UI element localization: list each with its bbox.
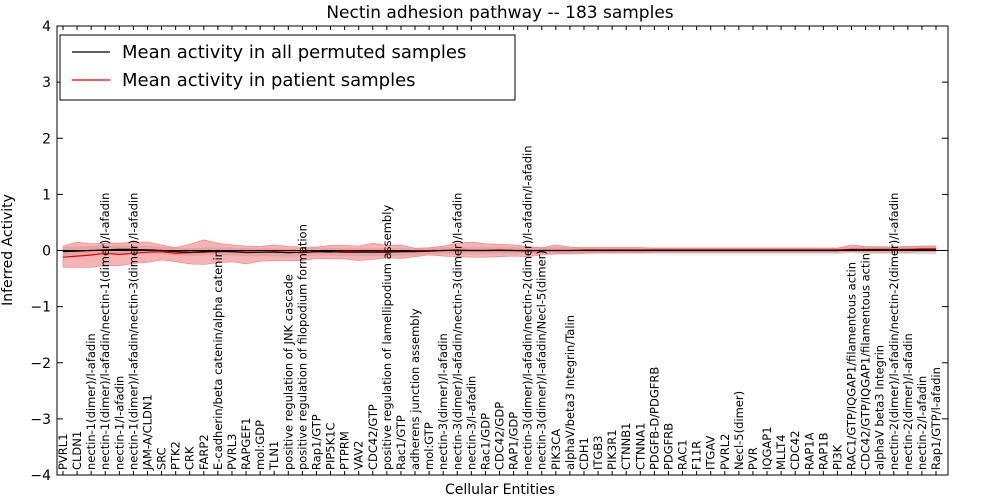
x-tick-label: Rac1/GTP xyxy=(394,415,408,470)
x-tick-label: PIK3CA xyxy=(549,429,563,470)
series-lines xyxy=(57,248,948,258)
x-tick-label: Rac1/GDP xyxy=(478,413,492,470)
x-tick-label: FARP2 xyxy=(197,434,211,470)
x-tick-label: Necl-5(dimer) xyxy=(732,391,746,470)
x-tick-label: RAP1A xyxy=(802,432,816,470)
legend-label-permuted: Mean activity in all permuted samples xyxy=(122,42,466,63)
legend-label-patient: Mean activity in patient samples xyxy=(122,70,416,91)
y-tick-label: −4 xyxy=(30,468,51,484)
y-tick-label: 0 xyxy=(42,244,51,260)
x-tick-label: nectin-3(dimer)/l-afadin/nectin-2(dimer)… xyxy=(521,145,535,470)
x-tick-label: E-cadherin/beta catenin/alpha catenin xyxy=(211,250,225,470)
x-tick-label: nectin-3(dimer)/l-afadin/Necl-5(dimer) xyxy=(535,250,549,470)
x-tick-label: JAM-A/CLDN1 xyxy=(141,394,155,471)
y-axis-label: Inferred Activity xyxy=(0,194,16,306)
x-tick-label: nectin-2/l-afadin xyxy=(915,376,929,470)
x-tick-label: PIK3R1 xyxy=(605,429,619,470)
x-tick-label: TLN1 xyxy=(267,441,281,471)
x-tick-label: PVRL3 xyxy=(225,434,239,471)
x-tick-label: nectin-3/l-afadin xyxy=(464,376,478,470)
x-tick-label: mol:GTP xyxy=(422,422,436,470)
x-tick-label: alphaV/beta3 Integrin/Talin xyxy=(563,315,577,470)
x-tick-label: CDC42/GTP/IQGAP1/filamentous actin xyxy=(859,253,873,470)
x-axis-ticks xyxy=(62,26,937,475)
x-tick-label: CTNNA1 xyxy=(633,423,647,470)
x-tick-label: nectin-3(dimer)/l-afadin/nectin-3(dimer)… xyxy=(450,193,464,470)
x-tick-label: CRK xyxy=(183,446,197,470)
x-tick-label: nectin-1(dimer)/l-afadin/nectin-1(dimer)… xyxy=(98,193,112,470)
x-tick-label: PDGFB-D/PDGFRB xyxy=(647,367,661,470)
x-tick-label: nectin-1(dimer)/l-afadin/nectin-3(dimer)… xyxy=(126,193,140,470)
x-axis-tick-labels: PVRL1 CLDN1 nectin-1(dimer)/l-afadin nectin… xyxy=(56,145,943,471)
x-tick-label: Rap1/GTP/l-afadin xyxy=(929,367,943,470)
x-tick-label: RAP1/GDP xyxy=(507,412,521,470)
x-tick-label: MLLT4 xyxy=(774,434,788,470)
x-tick-label: PTPRM xyxy=(338,431,352,470)
y-tick-label: −2 xyxy=(30,356,51,372)
x-tick-label: mol:GDP xyxy=(253,420,267,470)
x-axis-label: Cellular Entities xyxy=(445,482,555,498)
x-tick-label: positive regulation of lamellipodium ass… xyxy=(380,205,394,470)
y-axis: −4 −3 −2 −1 0 1 2 3 4 xyxy=(30,19,948,484)
legend-box xyxy=(59,34,516,101)
x-tick-label: CTNNB1 xyxy=(619,423,633,470)
patient-band xyxy=(62,239,937,268)
x-tick-label: CLDN1 xyxy=(70,431,84,470)
x-tick-label: ITGB3 xyxy=(591,435,605,470)
x-tick-label: nectin-2(dimer)/l-afadin xyxy=(901,333,915,470)
x-tick-label: positive regulation of filopodium format… xyxy=(295,224,309,470)
y-tick-label: 4 xyxy=(42,19,51,35)
x-tick-label: Rap1/GTP xyxy=(310,414,324,470)
confidence-bands xyxy=(62,239,937,268)
chart-title: Nectin adhesion pathway -- 183 samples xyxy=(326,3,673,23)
x-tick-label: RAP1B xyxy=(816,432,830,470)
x-tick-label: RAPGEF1 xyxy=(239,418,253,470)
x-tick-label: RAC1/GTP/IQGAP1/filamentous actin xyxy=(845,262,859,470)
y-tick-label: 3 xyxy=(42,75,51,91)
x-tick-label: PVRL2 xyxy=(718,433,732,470)
x-tick-label: PVRL1 xyxy=(56,433,70,470)
x-tick-label: PTK2 xyxy=(169,441,183,470)
x-tick-label: CDC42 xyxy=(788,430,802,470)
x-tick-label: adherens junction assembly xyxy=(408,308,422,470)
x-tick-label: ITGAV xyxy=(704,436,718,470)
x-tick-label: nectin-3(dimer)/l-afadin xyxy=(436,333,450,470)
x-tick-label: nectin-1(dimer)/l-afadin xyxy=(84,333,98,470)
x-tick-label: SRC xyxy=(155,447,169,470)
y-tick-label: 1 xyxy=(42,187,51,203)
x-tick-label: PVR xyxy=(746,447,760,470)
x-tick-label: PIP5K1C xyxy=(324,422,338,469)
x-tick-label: CDH1 xyxy=(577,437,591,470)
y-tick-label: −3 xyxy=(30,412,51,428)
x-tick-label: CDC42/GDP xyxy=(493,402,507,470)
x-tick-label: IQGAP1 xyxy=(760,426,774,469)
legend: Mean activity in all permuted samples Me… xyxy=(59,34,516,101)
x-tick-label: nectin-2(dimer)/l-afadin/nectin-2(dimer)… xyxy=(887,193,901,470)
x-tick-label: PDGFRB xyxy=(662,423,676,470)
x-tick-label: alphaV beta3 Integrin xyxy=(873,345,887,470)
x-tick-label: positive regulation of JNK cascade xyxy=(281,274,295,470)
x-tick-label: PI3K xyxy=(830,444,844,470)
x-tick-label: VAV2 xyxy=(352,441,366,470)
y-tick-label: −1 xyxy=(30,300,51,316)
y-tick-label: 2 xyxy=(42,131,51,147)
permuted-series-line xyxy=(62,248,936,254)
x-tick-label: nectin-1/l-afadin xyxy=(112,376,126,470)
x-tick-label: F11R xyxy=(690,441,704,470)
x-tick-label: RAC1 xyxy=(676,439,690,470)
x-tick-label: CDC42/GTP xyxy=(366,404,380,470)
